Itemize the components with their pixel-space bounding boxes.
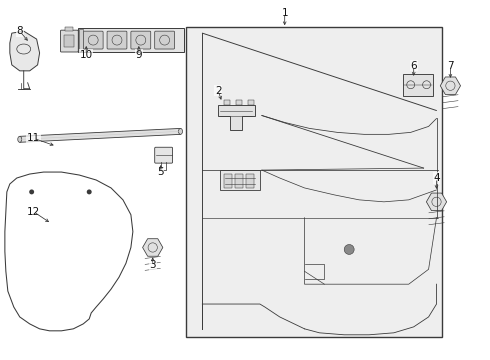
FancyBboxPatch shape	[83, 31, 103, 49]
FancyBboxPatch shape	[155, 147, 172, 163]
Text: 9: 9	[136, 50, 142, 60]
Polygon shape	[143, 239, 163, 256]
Circle shape	[29, 189, 34, 194]
Bar	[64, 35, 74, 47]
Text: 11: 11	[27, 133, 40, 143]
FancyBboxPatch shape	[78, 28, 184, 52]
Polygon shape	[441, 77, 461, 94]
FancyBboxPatch shape	[131, 31, 151, 49]
Text: 6: 6	[411, 61, 417, 71]
Circle shape	[87, 189, 92, 194]
FancyBboxPatch shape	[403, 74, 433, 96]
Polygon shape	[426, 193, 446, 211]
Bar	[246, 174, 254, 188]
FancyBboxPatch shape	[60, 30, 78, 52]
FancyBboxPatch shape	[107, 31, 127, 49]
Bar	[187, 27, 442, 337]
Text: 2: 2	[215, 86, 221, 96]
Ellipse shape	[18, 136, 22, 142]
Polygon shape	[220, 170, 260, 190]
Bar	[224, 174, 232, 188]
Text: 1: 1	[281, 8, 288, 18]
Text: 12: 12	[27, 207, 40, 217]
Text: 4: 4	[433, 173, 440, 183]
Text: 10: 10	[80, 50, 93, 60]
Bar	[79, 29, 83, 51]
Polygon shape	[10, 31, 40, 71]
Polygon shape	[218, 105, 255, 130]
Bar	[236, 100, 242, 105]
Bar	[224, 100, 230, 105]
Ellipse shape	[178, 129, 182, 134]
Text: 3: 3	[149, 260, 156, 270]
Circle shape	[344, 244, 354, 255]
Bar	[248, 100, 254, 105]
Text: 8: 8	[17, 26, 23, 36]
FancyBboxPatch shape	[155, 31, 174, 49]
Text: 5: 5	[157, 167, 164, 177]
Text: 7: 7	[447, 61, 454, 71]
Bar	[65, 27, 74, 31]
Polygon shape	[20, 129, 180, 142]
Bar	[235, 174, 243, 188]
